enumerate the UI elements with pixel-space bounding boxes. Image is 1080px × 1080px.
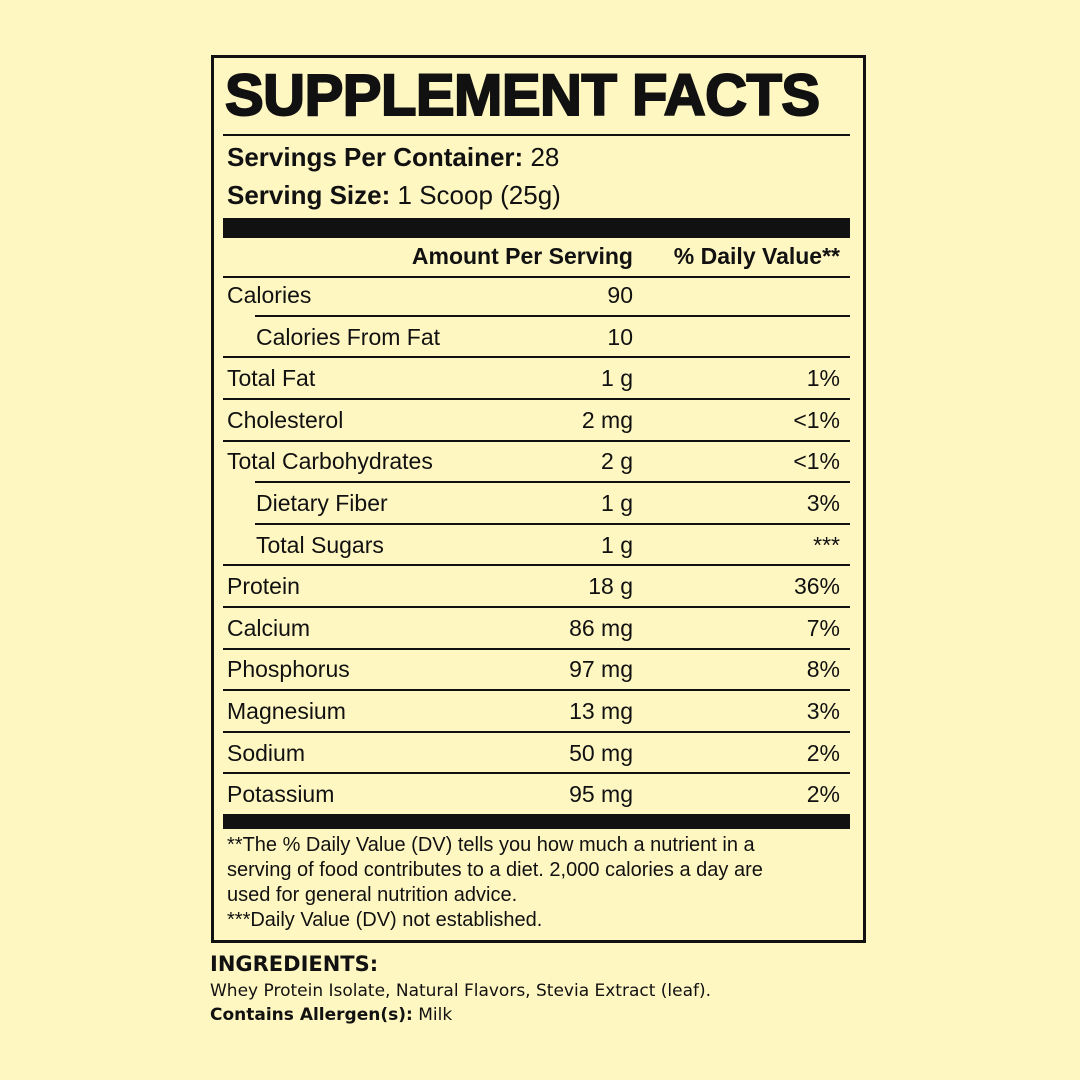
nutrient-dv: 7% (806, 614, 840, 641)
rule (223, 730, 850, 733)
allergen-label: Contains Allergen(s): (210, 1005, 413, 1025)
nutrient-amount: 13 mg (569, 698, 633, 724)
nutrient-name: Potassium (227, 781, 335, 808)
dv-header: % Daily Value** (673, 243, 840, 269)
nutrient-dv: <1% (793, 448, 840, 475)
allergen-value: Milk (418, 1005, 453, 1025)
rule (223, 772, 850, 775)
nutrient-dv: 8% (806, 656, 840, 683)
nutrient-name: Magnesium (227, 698, 346, 724)
servings-value: 28 (530, 142, 560, 172)
nutrient-amount: 95 mg (569, 781, 633, 808)
nutrient-dv: *** (813, 531, 840, 558)
nutrient-amount: 97 mg (569, 656, 633, 683)
label-box (211, 55, 866, 943)
nutrient-amount: 2 g (601, 448, 633, 475)
nutrient-amount: 90 (607, 282, 633, 308)
thick-bar (223, 218, 850, 238)
nutrient-name: Phosphorus (227, 656, 350, 683)
servings: Servings Per Container: 28 (227, 142, 559, 173)
footnote-line: serving of food contributes to a diet. 2… (227, 859, 763, 881)
rule (223, 606, 850, 608)
nutrient-name: Total Sugars (256, 531, 384, 558)
nutrient-amount: 50 mg (569, 739, 633, 766)
rule (255, 314, 850, 317)
nutrient-amount: 1 g (601, 365, 633, 392)
nutrient-amount: 2 mg (581, 406, 633, 433)
nutrient-dv: 2% (806, 781, 840, 808)
nutrient-name: Dietary Fiber (256, 490, 388, 516)
allergens: Contains Allergen(s): Milk (210, 1005, 452, 1025)
nutrient-name: Sodium (227, 739, 305, 766)
rule (223, 276, 850, 278)
nutrient-dv: <1% (793, 406, 840, 433)
rule (223, 439, 850, 442)
nutrient-amount: 18 g (588, 573, 633, 600)
nutrient-name: Cholesterol (227, 406, 344, 433)
nutrient-amount: 1 g (601, 531, 633, 558)
rule (255, 481, 850, 484)
serving-size: Serving Size: 1 Scoop (25g) (227, 180, 561, 211)
footnote-line: **The % Daily Value (DV) tells you how m… (227, 834, 755, 856)
ingredients-heading: INGREDIENTS: (210, 952, 379, 976)
nutrient-name: Calories (227, 282, 312, 308)
amount-header: Amount Per Serving (411, 243, 633, 269)
nutrient-amount: 10 (607, 323, 633, 350)
footnote-line: ***Daily Value (DV) not established. (227, 909, 543, 931)
footnote-line: used for general nutrition advice. (227, 884, 518, 906)
nutrient-amount: 86 mg (569, 614, 633, 641)
rule (223, 647, 850, 650)
nutrient-name: Calories From Fat (256, 323, 441, 350)
nutrient-name: Calcium (227, 614, 311, 641)
servings-label: Servings Per Container: (227, 142, 524, 172)
label-title: SUPPLEMENT FACTS (224, 62, 821, 129)
rule (223, 398, 850, 400)
nutrient-amount: 1 g (601, 490, 633, 516)
nutrient-dv: 2% (806, 739, 840, 766)
nutrient-name: Protein (227, 573, 300, 600)
rule (223, 564, 850, 567)
rule (223, 356, 850, 359)
nutrient-dv: 3% (806, 698, 840, 724)
nutrient-dv: 3% (806, 490, 840, 516)
nutrient-dv: 1% (806, 365, 840, 392)
nutrient-name: Total Carbohydrates (227, 448, 433, 475)
thick-bar (223, 814, 850, 829)
ingredients-text: Whey Protein Isolate, Natural Flavors, S… (210, 981, 712, 1001)
nutrient-name: Total Fat (227, 365, 316, 392)
rule (255, 522, 850, 525)
rule (223, 689, 850, 692)
nutrient-dv: 36% (793, 573, 840, 600)
rule (223, 134, 850, 136)
serving-size-label: Serving Size: (227, 180, 391, 210)
serving-size-value: 1 Scoop (25g) (397, 180, 561, 210)
